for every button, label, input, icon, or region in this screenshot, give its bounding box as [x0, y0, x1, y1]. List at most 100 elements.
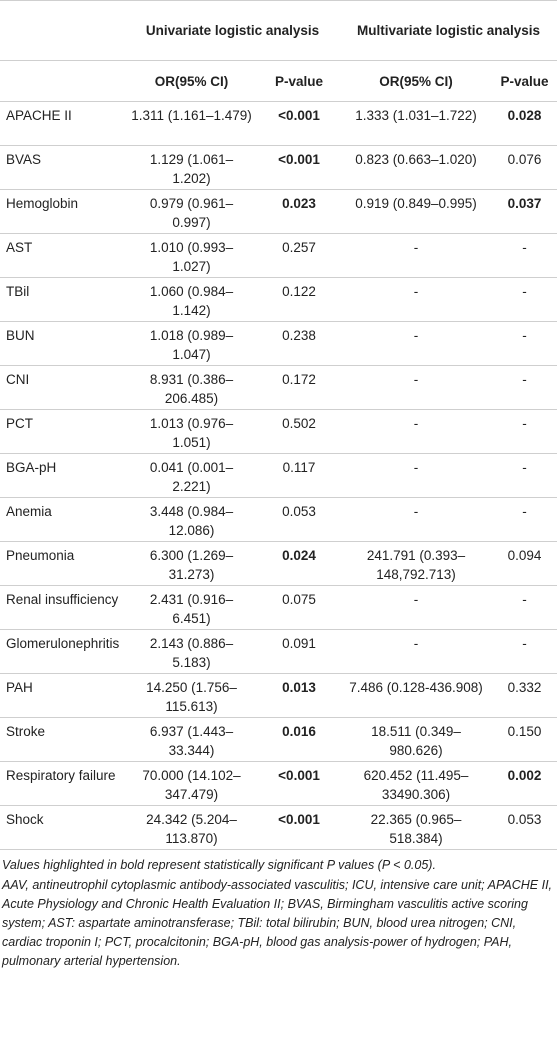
table-cell: 0.150 — [492, 717, 557, 762]
table-row: Pneumonia 6.300 (1.269–31.273) 0.024 241.79… — [0, 541, 557, 586]
table-cell: - — [492, 497, 557, 542]
table-cell: 1.311 (1.161–1.479) — [125, 101, 258, 146]
group-header: Univariate logistic analysis — [125, 0, 341, 61]
table-body: APACHE II 1.311 (1.161–1.479) <0.001 1.333 … — [0, 101, 557, 850]
table-row: PCT 1.013 (0.976–1.051) 0.502- - — [0, 409, 557, 454]
sub-header: OR(95% CI) — [125, 60, 258, 102]
footnote: Values highlighted in bold represent sta… — [2, 858, 436, 872]
table-cell: 0.122 — [258, 277, 341, 322]
table-cell: 0.094 — [492, 541, 557, 586]
table-cell: - — [340, 453, 493, 498]
row-label: APACHE II — [0, 101, 125, 146]
table-cell: 1.010 (0.993–1.027) — [125, 233, 258, 278]
table-cell: - — [340, 321, 493, 366]
table-cell: 0.023 — [258, 189, 341, 234]
table-cell: - — [340, 277, 493, 322]
row-label: Glomerulonephritis — [0, 629, 125, 674]
table-cell: 3.448 (0.984–12.086) — [125, 497, 258, 542]
table-cell: 0.016 — [258, 717, 341, 762]
table-row: Respiratory failure 70.000 (14.102–347.47… — [0, 761, 557, 806]
table-row: Hemoglobin 0.979 (0.961–0.997) 0.023 0.919 … — [0, 189, 557, 234]
table-cell: - — [492, 321, 557, 366]
table-cell: 0.238 — [258, 321, 341, 366]
row-label: Pneumonia — [0, 541, 125, 586]
table-cell: 1.060 (0.984–1.142) — [125, 277, 258, 322]
table-cell: 0.919 (0.849–0.995) — [340, 189, 493, 234]
row-label: PCT — [0, 409, 125, 454]
row-label: BVAS — [0, 145, 125, 190]
table-cell: - — [492, 585, 557, 630]
empty-header — [0, 0, 125, 61]
table-cell: 2.143 (0.886–5.183) — [125, 629, 258, 674]
table-cell: 0.823 (0.663–1.020) — [340, 145, 493, 190]
table-cell: - — [340, 409, 493, 454]
table-row: CNI 8.931 (0.386–206.485) 0.172- - — [0, 365, 557, 410]
table-cell: 0.076 — [492, 145, 557, 190]
table-cell: 620.452 (11.495–33490.306) — [340, 761, 493, 806]
table-cell: 0.117 — [258, 453, 341, 498]
table-row: Stroke 6.937 (1.443–33.344) 0.016 18.511 (0… — [0, 717, 557, 762]
table-cell: - — [492, 629, 557, 674]
row-label: BGA-pH — [0, 453, 125, 498]
table-cell: 1.333 (1.031–1.722) — [340, 101, 493, 146]
table-cell: 0.028 — [492, 101, 557, 146]
table-cell: 18.511 (0.349–980.626) — [340, 717, 493, 762]
table-cell: 6.300 (1.269–31.273) — [125, 541, 258, 586]
group-header-row: Univariate logistic analysis Multivariat… — [0, 0, 557, 61]
table-row: Shock 24.342 (5.204–113.870) <0.001 22.365 … — [0, 805, 557, 850]
row-label: Stroke — [0, 717, 125, 762]
table-cell: - — [340, 497, 493, 542]
table-cell: 0.002 — [492, 761, 557, 806]
table-row: Glomerulonephritis 2.143 (0.886–5.183) 0.0… — [0, 629, 557, 674]
row-label: CNI — [0, 365, 125, 410]
row-label: Renal insufficiency — [0, 585, 125, 630]
table-cell: - — [340, 629, 493, 674]
table-cell: - — [492, 233, 557, 278]
table-cell: 0.172 — [258, 365, 341, 410]
table-cell: 1.018 (0.989–1.047) — [125, 321, 258, 366]
table-cell: 0.502 — [258, 409, 341, 454]
sub-header: OR(95% CI) — [340, 60, 493, 102]
table-cell: - — [492, 409, 557, 454]
table-cell: - — [340, 365, 493, 410]
table-cell: 0.091 — [258, 629, 341, 674]
table-cell: 0.037 — [492, 189, 557, 234]
row-label: PAH — [0, 673, 125, 718]
table-row: AST 1.010 (0.993–1.027) 0.257- - — [0, 233, 557, 278]
row-label: BUN — [0, 321, 125, 366]
table-cell: <0.001 — [258, 761, 341, 806]
table-cell: 0.041 (0.001–2.221) — [125, 453, 258, 498]
table-cell: 22.365 (0.965–518.384) — [340, 805, 493, 850]
table-cell: 2.431 (0.916–6.451) — [125, 585, 258, 630]
table-cell: 0.013 — [258, 673, 341, 718]
table-cell: <0.001 — [258, 805, 341, 850]
table-row: APACHE II 1.311 (1.161–1.479) <0.001 1.333 … — [0, 101, 557, 146]
table-cell: 1.013 (0.976–1.051) — [125, 409, 258, 454]
sub-header: P-value — [492, 60, 557, 102]
table-cell: 24.342 (5.204–113.870) — [125, 805, 258, 850]
row-label: Respiratory failure — [0, 761, 125, 806]
row-label: Hemoglobin — [0, 189, 125, 234]
group-header: Multivariate logistic analysis — [340, 0, 557, 61]
table-cell: 0.257 — [258, 233, 341, 278]
row-label: Shock — [0, 805, 125, 850]
row-label: Anemia — [0, 497, 125, 542]
table-cell: - — [340, 233, 493, 278]
table-cell: 6.937 (1.443–33.344) — [125, 717, 258, 762]
table-row: TBil 1.060 (0.984–1.142) 0.122- - — [0, 277, 557, 322]
table-cell: 7.486 (0.128-436.908) — [340, 673, 493, 718]
table-row: BGA-pH 0.041 (0.001–2.221) 0.117- - — [0, 453, 557, 498]
row-label: TBil — [0, 277, 125, 322]
table-cell: 241.791 (0.393–148,792.713) — [340, 541, 493, 586]
table-cell: - — [492, 277, 557, 322]
table-row: PAH 14.250 (1.756–115.613) 0.013 7.486 (0.1… — [0, 673, 557, 718]
table-cell: <0.001 — [258, 145, 341, 190]
sub-header: P-value — [258, 60, 341, 102]
footnote: AAV, antineutrophil cytoplasmic antibody… — [2, 878, 553, 968]
empty-header — [0, 60, 125, 102]
table-cell: 0.332 — [492, 673, 557, 718]
table-row: Anemia 3.448 (0.984–12.086) 0.053- - — [0, 497, 557, 542]
sub-header-row: OR(95% CI) P-value OR(95% CI) P-value — [0, 60, 557, 102]
table-cell: 1.129 (1.061–1.202) — [125, 145, 258, 190]
